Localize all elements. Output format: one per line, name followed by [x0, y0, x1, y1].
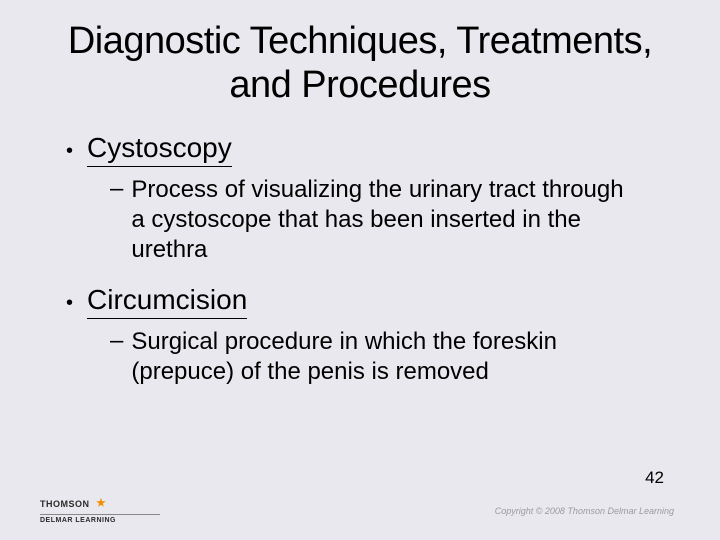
bullet-text: Surgical procedure in which the foreskin…	[131, 327, 631, 387]
slide-footer: THOMSON DELMAR LEARNING 42 Copyright © 2…	[0, 482, 720, 528]
slide-title: Diagnostic Techniques, Treatments, and P…	[48, 20, 672, 107]
slide-number: 42	[645, 468, 664, 488]
slide-container: Diagnostic Techniques, Treatments, and P…	[0, 0, 720, 540]
bullet-text: Cystoscopy	[87, 131, 232, 167]
bullet-level2: – Process of visualizing the urinary tra…	[110, 175, 672, 265]
star-icon	[96, 498, 106, 508]
copyright-text: Copyright © 2008 Thomson Delmar Learning	[495, 506, 674, 516]
bullet-level2: – Surgical procedure in which the foresk…	[110, 327, 672, 387]
bullet-marker: –	[110, 175, 123, 204]
slide-content: • Cystoscopy – Process of visualizing th…	[48, 131, 672, 386]
logo-brand-top: THOMSON	[40, 499, 90, 509]
bullet-level1: • Cystoscopy	[66, 131, 672, 167]
publisher-logo: THOMSON DELMAR LEARNING	[40, 494, 160, 524]
bullet-marker: •	[66, 291, 73, 315]
bullet-text: Process of visualizing the urinary tract…	[131, 175, 631, 265]
bullet-marker: –	[110, 327, 123, 356]
bullet-text: Circumcision	[87, 283, 247, 319]
logo-brand-bottom: DELMAR LEARNING	[40, 517, 160, 524]
bullet-level1: • Circumcision	[66, 283, 672, 319]
logo-divider	[40, 514, 160, 515]
bullet-marker: •	[66, 139, 73, 163]
